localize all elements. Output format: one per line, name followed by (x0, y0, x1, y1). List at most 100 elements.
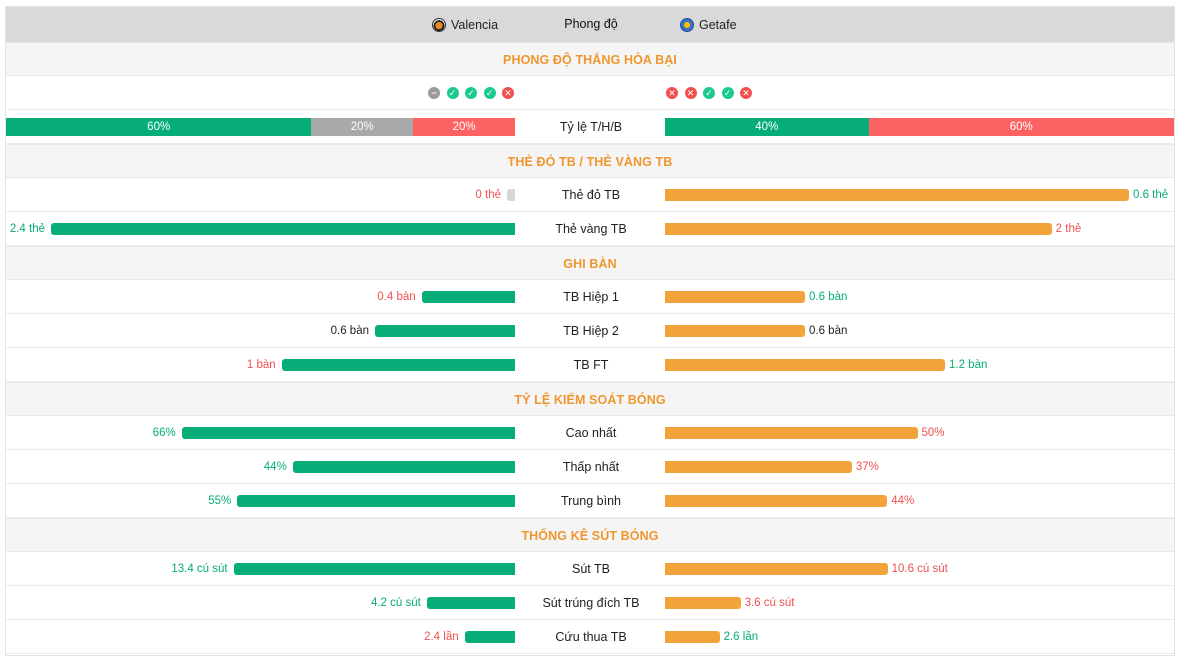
stat-label: Thấp nhất (562, 460, 620, 474)
home-bar (464, 631, 515, 643)
loss-icon: ✕ (740, 87, 752, 99)
home-bar (375, 325, 515, 337)
away-form-results: ✕ ✕ ✓ ✓ ✕ (666, 76, 759, 110)
stat-row: Cao nhất 66% 50% (6, 416, 1174, 450)
home-team-name: Valencia (451, 17, 499, 32)
stat-label: Cao nhất (565, 426, 617, 440)
away-bar (665, 291, 805, 303)
away-value: 44% (891, 495, 915, 507)
away-bar (665, 461, 852, 473)
away-value: 0.6 thẻ (1133, 189, 1169, 201)
home-ratio-win: 60% (6, 118, 312, 136)
away-ratio-loss: 60% (868, 118, 1174, 136)
stat-label: Thẻ đỏ TB (561, 188, 621, 202)
away-bar (665, 631, 720, 643)
stat-label: Cứu thua TB (555, 630, 627, 644)
getafe-crest-icon (680, 17, 694, 32)
home-value: 66% (152, 427, 176, 439)
stat-row: Sút TB 13.4 cú sút 10.6 cú sút (6, 552, 1174, 586)
away-bar (665, 359, 945, 371)
stat-row: Thẻ vàng TB 2.4 thẻ 2 thẻ (6, 212, 1174, 246)
away-value: 0.6 bàn (809, 325, 848, 337)
home-bar (507, 189, 515, 201)
home-value: 0 thẻ (475, 189, 501, 201)
stat-row: Cứu thua TB 2.4 lần 2.6 lần (6, 620, 1174, 654)
away-value: 50% (921, 427, 945, 439)
stat-label: Trung bình (561, 494, 621, 508)
stat-row: Thấp nhất 44% 37% (6, 450, 1174, 484)
home-value: 1 bàn (246, 359, 276, 371)
stat-label: TB Hiệp 1 (563, 290, 619, 304)
stat-row: Sút trúng đích TB 4.2 cú sút 3.6 cú sút (6, 586, 1174, 620)
away-bar (665, 427, 918, 439)
home-bar (292, 461, 515, 473)
away-value: 2.6 lần (723, 631, 759, 643)
win-icon: ✓ (465, 87, 477, 99)
home-bar (233, 563, 515, 575)
home-value: 13.4 cú sút (171, 563, 228, 575)
form-ratio-row: Tỷ lệ T/H/B 60% 20% 20% 40% 60% (6, 110, 1174, 144)
valencia-crest-icon (432, 17, 446, 32)
home-value: 0.6 bàn (330, 325, 369, 337)
away-value: 2 thẻ (1055, 223, 1082, 235)
away-value: 10.6 cú sút (891, 563, 948, 575)
section-title: THẺ ĐỎ TB / THẺ VÀNG TB (6, 144, 1174, 178)
home-value: 44% (263, 461, 287, 473)
tab-form[interactable]: Phong độ (564, 17, 618, 31)
home-bar (181, 427, 515, 439)
win-icon: ✓ (446, 87, 459, 99)
stat-label: Sút trúng đích TB (542, 596, 640, 610)
win-icon: ✓ (721, 87, 734, 99)
home-bar (237, 495, 515, 507)
home-ratio-loss: 20% (413, 118, 515, 136)
away-bar (665, 189, 1129, 201)
stat-row: TB FT 1 bàn 1.2 bàn (6, 348, 1174, 382)
home-bar (426, 597, 515, 609)
stat-label: Sút TB (572, 562, 610, 576)
away-bar (665, 597, 741, 609)
win-icon: ✓ (483, 87, 496, 99)
home-value: 2.4 thẻ (9, 223, 45, 235)
away-bar (665, 325, 805, 337)
home-bar (51, 223, 515, 235)
stat-row: TB Hiệp 1 0.4 bàn 0.6 bàn (6, 280, 1174, 314)
stat-row: Trung bình 55% 44% (6, 484, 1174, 518)
away-value: 0.6 bàn (809, 291, 848, 303)
away-bar (665, 223, 1052, 235)
stat-label: TB Hiệp 2 (563, 324, 619, 338)
section-title: TỶ LỆ KIỂM SOÁT BÓNG (6, 382, 1174, 416)
home-value: 4.2 cú sút (370, 597, 421, 609)
form-stats-panel: Valencia Phong độ Getafe PHONG ĐỘ THẮNG … (5, 6, 1175, 656)
away-value: 37% (855, 461, 879, 473)
home-team[interactable]: Valencia (432, 7, 498, 42)
away-value: 3.6 cú sút (744, 597, 795, 609)
section-title: THỐNG KÊ SÚT BÓNG (6, 518, 1174, 552)
stat-label: TB FT (573, 358, 609, 372)
away-bar (665, 563, 888, 575)
form-results-row: − ✓ ✓ ✓ ✕ ✕ ✕ ✓ ✓ ✕ (6, 76, 1174, 110)
stat-row: TB Hiệp 2 0.6 bàn 0.6 bàn (6, 314, 1174, 348)
win-icon: ✓ (703, 87, 715, 99)
away-bar (665, 495, 888, 507)
loss-icon: ✕ (502, 87, 514, 99)
header-bar: Valencia Phong độ Getafe (6, 7, 1174, 42)
stat-row: Thẻ đỏ TB 0 thẻ 0.6 thẻ (6, 178, 1174, 212)
loss-icon: ✕ (684, 87, 697, 99)
section-title: PHONG ĐỘ THẮNG HÒA BẠI (6, 42, 1174, 76)
home-bar (281, 359, 515, 371)
section-title: GHI BÀN (6, 246, 1174, 280)
home-value: 55% (208, 495, 232, 507)
away-team-name: Getafe (699, 17, 737, 32)
home-ratio-draw: 20% (311, 118, 414, 136)
home-value: 0.4 bàn (377, 291, 416, 303)
ratio-label: Tỷ lệ T/H/B (559, 120, 623, 134)
away-ratio-win: 40% (665, 118, 869, 136)
home-bar (421, 291, 515, 303)
draw-icon: − (428, 87, 440, 99)
away-team[interactable]: Getafe (680, 7, 737, 42)
stat-label: Thẻ vàng TB (555, 222, 627, 236)
away-value: 1.2 bàn (949, 359, 988, 371)
home-form-results: − ✓ ✓ ✓ ✕ (428, 76, 521, 110)
loss-icon: ✕ (666, 87, 678, 99)
home-value: 2.4 lần (424, 631, 459, 643)
